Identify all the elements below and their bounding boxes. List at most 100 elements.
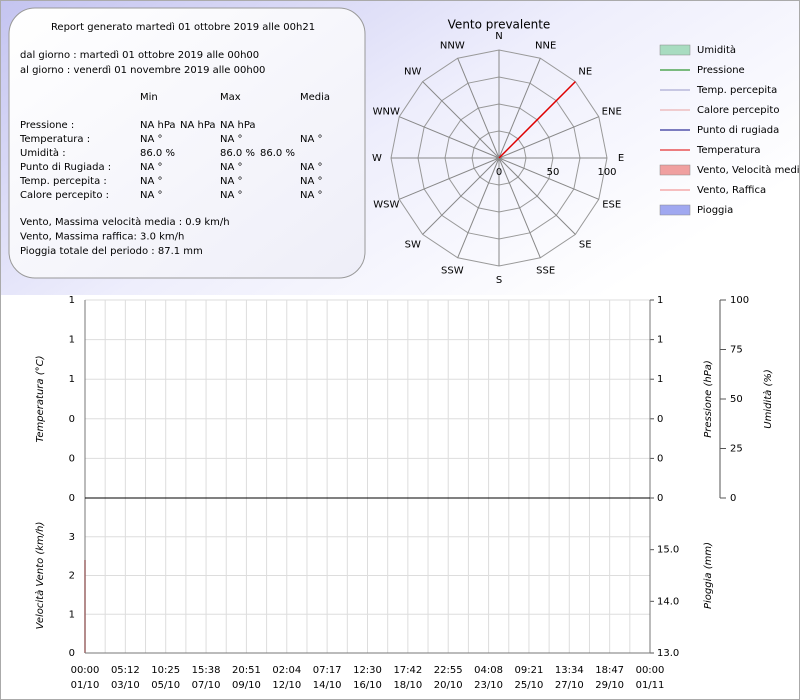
row-value: NA ° bbox=[220, 162, 243, 173]
row-value: NA ° bbox=[220, 190, 243, 201]
y-tick-label: 3 bbox=[69, 532, 75, 543]
rose-spoke bbox=[399, 157, 500, 200]
x-date-label: 07/10 bbox=[192, 680, 221, 691]
y3-axis-title: Umidità (%) bbox=[762, 369, 774, 429]
legend-label: Calore percepito bbox=[697, 105, 779, 116]
period-to: al giorno : venerdì 01 novembre 2019 all… bbox=[20, 64, 265, 76]
direction-label: SW bbox=[405, 239, 421, 250]
row-value: NA ° bbox=[140, 162, 163, 173]
row-value: NA ° bbox=[300, 162, 323, 173]
x-date-label: 27/10 bbox=[555, 680, 584, 691]
y2-tick-label: 15.0 bbox=[657, 545, 679, 556]
y-tick-label: 0 bbox=[69, 414, 75, 425]
y2-tick-label: 0 bbox=[657, 414, 663, 425]
direction-label: ENE bbox=[602, 106, 622, 117]
direction-label: SSE bbox=[536, 266, 555, 277]
x-time-label: 05:12 bbox=[111, 665, 140, 676]
y2-axis-title: Pressione (hPa) bbox=[703, 360, 714, 438]
x-time-label: 13:34 bbox=[555, 665, 584, 676]
direction-label: NW bbox=[404, 67, 421, 78]
y2-tick-label: 1 bbox=[657, 374, 663, 385]
y-tick-label: 1 bbox=[69, 335, 75, 346]
x-time-label: 17:42 bbox=[393, 665, 422, 676]
direction-label: NE bbox=[578, 67, 592, 78]
rose-tick-label: 50 bbox=[547, 167, 560, 178]
direction-label: WSW bbox=[373, 200, 399, 211]
rose-spoke bbox=[498, 157, 541, 258]
row-value: NA ° bbox=[140, 176, 163, 187]
y3-tick-label: 25 bbox=[730, 444, 743, 455]
period-from: dal giorno : martedì 01 ottobre 2019 all… bbox=[20, 49, 259, 61]
y3-tick-label: 50 bbox=[730, 394, 743, 405]
y2-tick-label: 0 bbox=[657, 453, 663, 464]
x-time-label: 02:04 bbox=[272, 665, 301, 676]
y3-tick-label: 0 bbox=[730, 493, 736, 504]
row-label: Calore percepito : bbox=[20, 190, 109, 201]
y-tick-label: 0 bbox=[69, 453, 75, 464]
direction-label: NNW bbox=[440, 40, 465, 51]
x-date-label: 23/10 bbox=[474, 680, 503, 691]
row-label: Umidità : bbox=[20, 147, 66, 159]
legend-swatch bbox=[659, 164, 691, 176]
rose-tick-label: 0 bbox=[496, 167, 502, 178]
direction-label: NNE bbox=[535, 40, 556, 51]
rose-spoke bbox=[457, 157, 500, 258]
rose-value bbox=[498, 81, 576, 159]
direction-label: SSW bbox=[441, 266, 464, 277]
y-tick-label: 1 bbox=[69, 295, 75, 306]
x-date-label: 29/10 bbox=[595, 680, 624, 691]
y2-tick-label: 1 bbox=[657, 295, 663, 306]
y2-tick-label: 0 bbox=[657, 493, 663, 504]
y-tick-label: 1 bbox=[69, 374, 75, 385]
y-axis-title: Temperatura (°C) bbox=[35, 356, 46, 443]
row-label: Temp. percepita : bbox=[19, 176, 107, 187]
row-value: NA hPa bbox=[140, 120, 176, 131]
x-time-label: 10:25 bbox=[151, 665, 180, 676]
legend-swatch bbox=[659, 204, 691, 216]
column-header: Media bbox=[300, 92, 330, 103]
y2-tick-label: 1 bbox=[657, 335, 663, 346]
x-time-label: 09:21 bbox=[515, 665, 544, 676]
rose-spoke bbox=[498, 157, 599, 200]
row-value: 86.0 % bbox=[140, 148, 175, 159]
y2-tick-label: 13.0 bbox=[657, 648, 679, 659]
legend-label: Temp. percepita bbox=[696, 85, 777, 96]
direction-label: S bbox=[496, 275, 502, 286]
direction-label: W bbox=[372, 153, 382, 164]
rose-spoke bbox=[422, 157, 500, 235]
row-value: 86.0 % bbox=[220, 148, 255, 159]
summary-note: Vento, Massima raffica: 3.0 km/h bbox=[20, 232, 184, 243]
x-date-label: 01/11 bbox=[636, 680, 665, 691]
x-date-label: 05/10 bbox=[151, 680, 180, 691]
x-time-label: 20:51 bbox=[232, 665, 261, 676]
x-date-label: 25/10 bbox=[515, 680, 544, 691]
x-date-label: 16/10 bbox=[353, 680, 382, 691]
row-value: NA ° bbox=[140, 134, 163, 145]
x-date-label: 12/10 bbox=[272, 680, 301, 691]
direction-label: SE bbox=[579, 239, 592, 250]
row-value: NA ° bbox=[300, 190, 323, 201]
legend-label: Pioggia bbox=[697, 205, 733, 216]
x-time-label: 22:55 bbox=[434, 665, 463, 676]
y2-axis-title: Pioggia (mm) bbox=[703, 542, 714, 609]
rose-spoke bbox=[498, 58, 541, 159]
y2-tick-label: 14.0 bbox=[657, 596, 679, 607]
x-time-label: 18:47 bbox=[595, 665, 624, 676]
legend-label: Vento, Raffica bbox=[697, 185, 766, 196]
row-label: Punto di Rugiada : bbox=[20, 162, 111, 173]
rose-tick-label: 100 bbox=[597, 167, 616, 178]
x-time-label: 00:00 bbox=[71, 665, 100, 676]
rose-spoke bbox=[422, 81, 500, 159]
report-title: Report generato martedì 01 ottobre 2019 … bbox=[51, 21, 315, 33]
x-time-label: 12:30 bbox=[353, 665, 382, 676]
row-value: NA ° bbox=[220, 134, 243, 145]
row-label: Pressione : bbox=[20, 120, 74, 131]
direction-label: N bbox=[495, 31, 502, 42]
y-tick-label: 0 bbox=[69, 493, 75, 504]
summary-note: Pioggia totale del periodo : 87.1 mm bbox=[20, 246, 203, 257]
x-time-label: 15:38 bbox=[192, 665, 221, 676]
y3-tick-label: 100 bbox=[730, 295, 749, 306]
y-tick-label: 1 bbox=[69, 609, 75, 620]
rose-spoke bbox=[498, 157, 576, 235]
